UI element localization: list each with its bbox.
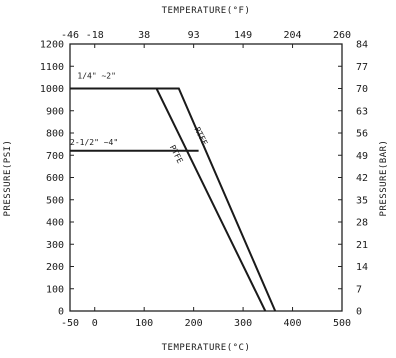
y-left-tick-label: 600 — [46, 173, 64, 184]
x-bottom-tick-label: 0 — [92, 318, 98, 329]
left-axis-title: PRESSURE(PSI) — [3, 140, 13, 217]
x-top-tick-label: 93 — [188, 30, 200, 41]
right-axis-title: PRESSURE(BAR) — [379, 140, 389, 217]
x-top-tick-label: 149 — [234, 30, 252, 41]
x-top-tick-label: 204 — [284, 30, 302, 41]
series-line-ptfe — [70, 87, 267, 312]
top-axis-title: TEMPERATURE(°F) — [162, 6, 251, 16]
y-left-tick-label: 500 — [46, 195, 64, 206]
y-right-tick-label: 0 — [356, 307, 362, 318]
y-left-tick-label: 200 — [46, 262, 64, 273]
y-right-tick-label: 63 — [356, 106, 368, 117]
x-top-tick-label: -46 — [61, 30, 79, 41]
y-right-tick-label: 21 — [356, 240, 368, 251]
y-right-tick-label: 28 — [356, 218, 368, 229]
plot-frame — [69, 43, 343, 312]
x-top-tick-label: 260 — [333, 30, 351, 41]
x-bottom-tick-label: 300 — [234, 318, 252, 329]
x-top-tick-label: 38 — [138, 30, 150, 41]
x-bottom-tick-label: 200 — [185, 318, 203, 329]
series-lines — [70, 87, 277, 312]
y-left-tick-label: 0 — [58, 307, 64, 318]
y-right-tick-label: 70 — [356, 84, 368, 95]
y-left-tick-label: 1100 — [40, 62, 64, 73]
x-bottom-tick-label: 400 — [284, 318, 302, 329]
y-left-tick-label: 1200 — [40, 40, 64, 51]
series-line-rtfe — [70, 87, 277, 312]
x-bottom-tick-label: 500 — [333, 318, 351, 329]
y-right-tick-label: 42 — [356, 173, 368, 184]
annotation-label: 2-1/2" ~4" — [70, 138, 118, 147]
x-bottom-tick-label: 100 — [135, 318, 153, 329]
y-left-tick-label: 400 — [46, 218, 64, 229]
bottom-axis-title: TEMPERATURE(°C) — [162, 343, 251, 353]
x-top-tick-label: -18 — [86, 30, 104, 41]
y-left-tick-label: 800 — [46, 129, 64, 140]
y-left-tick-label: 900 — [46, 106, 64, 117]
x-bottom-tick-label: -50 — [61, 318, 79, 329]
y-right-tick-label: 49 — [356, 151, 368, 162]
y-right-tick-label: 14 — [356, 262, 368, 273]
annotation-label: PTFE — [168, 144, 185, 165]
y-right-tick-label: 84 — [356, 40, 368, 51]
y-left-tick-label: 1000 — [40, 84, 64, 95]
y-left-tick-label: 100 — [46, 284, 64, 295]
tick-labels: -50 0 100 200 300 400 500-46 -18 38 93 149 204 26001… — [40, 30, 368, 329]
annotation-label: RTFE — [192, 126, 209, 147]
y-right-tick-label: 77 — [356, 62, 368, 73]
annotation-label: 1/4" ~2" — [77, 72, 116, 81]
y-right-tick-label: 35 — [356, 195, 368, 206]
tick-marks — [69, 43, 343, 312]
y-left-tick-label: 300 — [46, 240, 64, 251]
y-left-tick-label: 700 — [46, 151, 64, 162]
y-right-tick-label: 7 — [356, 284, 362, 295]
y-right-tick-label: 56 — [356, 129, 368, 140]
